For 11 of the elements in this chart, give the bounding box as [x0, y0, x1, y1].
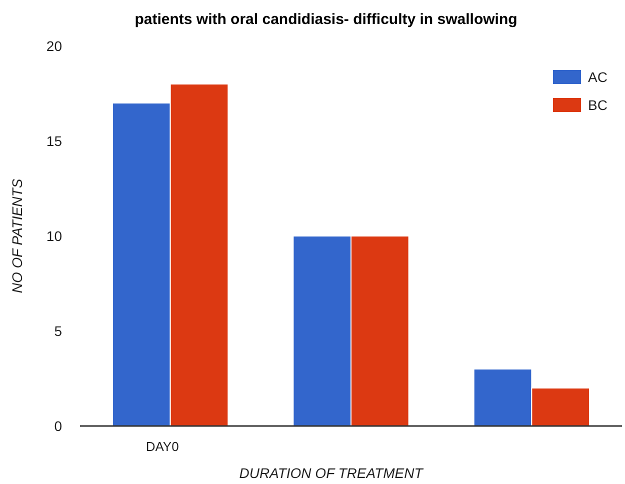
y-tick-label: 20 [46, 38, 62, 54]
legend-label: BC [588, 97, 608, 113]
y-tick-label: 15 [46, 133, 62, 149]
chart-title: patients with oral candidiasis- difficulty in swallowing [134, 11, 518, 28]
y-axis-title: NO OF PATIENTS [9, 178, 25, 294]
legend-label: AC [588, 69, 608, 85]
y-tick-label: 10 [46, 228, 62, 244]
x-tick-label: DAY0 [146, 439, 179, 454]
x-axis-title: DURATION OF TREATMENT [239, 465, 424, 481]
y-tick-label: 5 [54, 323, 62, 339]
y-tick-label: 0 [54, 418, 62, 434]
